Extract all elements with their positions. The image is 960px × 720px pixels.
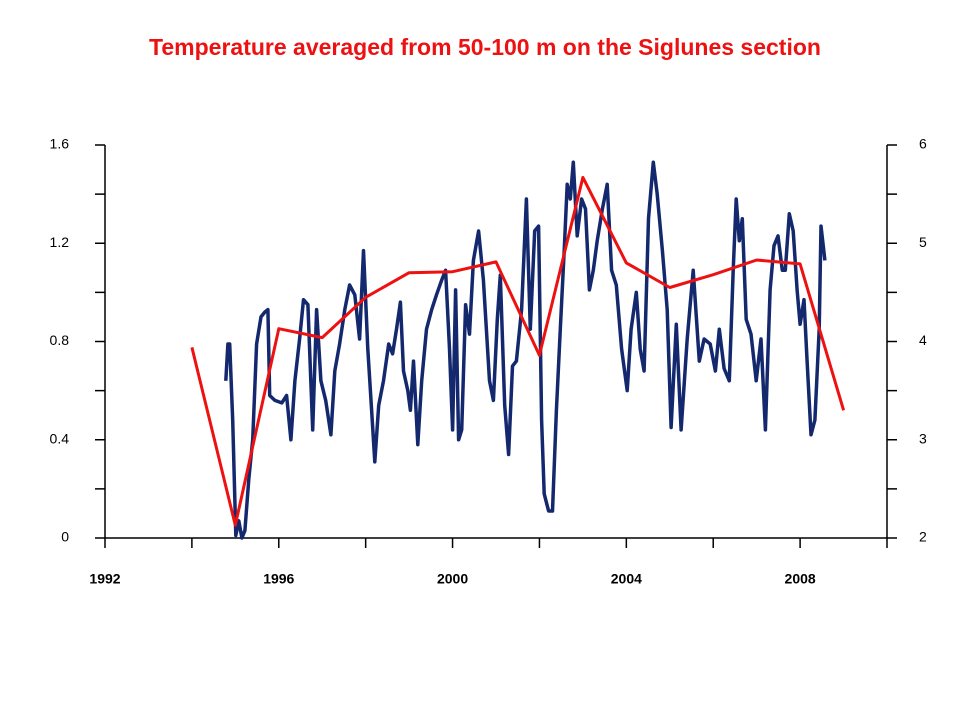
y2-tick-label: 5 (919, 234, 927, 250)
y-tick-label: 0.8 (50, 332, 70, 348)
y2-tick-label: 4 (919, 332, 927, 348)
y2-tick-label: 2 (919, 529, 927, 545)
x-tick-label: 2004 (611, 571, 642, 587)
y-tick-label: 1.6 (50, 136, 70, 152)
series-line (224, 160, 827, 540)
y-tick-label: 0.4 (50, 430, 70, 446)
y2-tick-label: 3 (919, 430, 927, 446)
x-tick-label: 2000 (437, 571, 468, 587)
series-line (190, 175, 846, 527)
x-tick-label: 1996 (263, 571, 294, 587)
y-tick-label: 1.2 (50, 234, 70, 250)
y2-tick-label: 6 (919, 136, 927, 152)
x-tick-label: 2008 (785, 571, 816, 587)
y-tick-label: 0 (61, 529, 69, 545)
chart-title: Temperature averaged from 50-100 m on th… (149, 34, 821, 60)
x-tick-label: 1992 (89, 571, 120, 587)
